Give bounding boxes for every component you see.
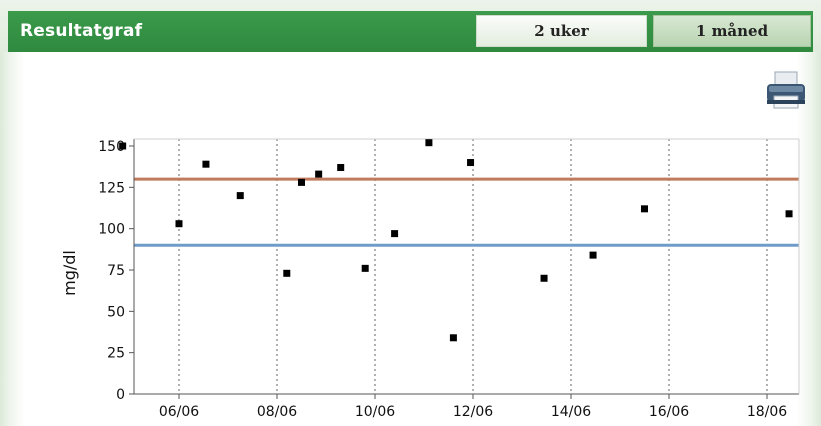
x-tick-label: 10/06 bbox=[355, 404, 395, 420]
x-tick-label: 06/06 bbox=[159, 404, 199, 420]
data-point bbox=[175, 220, 183, 228]
y-tick-label: 75 bbox=[107, 263, 125, 279]
y-tick-label: 0 bbox=[116, 387, 125, 403]
data-point bbox=[641, 205, 648, 213]
x-tick-label: 12/06 bbox=[453, 404, 493, 420]
x-tick-label: 08/06 bbox=[257, 404, 297, 420]
y-tick-label: 150 bbox=[98, 139, 125, 155]
header: Resultatgraf 2 uker 1 måned bbox=[0, 0, 821, 52]
data-point bbox=[540, 274, 548, 282]
data-point bbox=[425, 139, 433, 147]
data-point bbox=[315, 170, 323, 178]
data-point bbox=[361, 264, 369, 272]
x-tick-label: 14/06 bbox=[551, 404, 591, 420]
data-point bbox=[236, 192, 244, 200]
data-point bbox=[298, 178, 305, 186]
range-1-month-button[interactable]: 1 måned bbox=[653, 15, 811, 47]
data-point bbox=[449, 334, 457, 342]
data-point bbox=[589, 251, 597, 259]
printer-icon[interactable] bbox=[763, 68, 809, 114]
y-tick-label: 50 bbox=[107, 304, 125, 320]
header-bar: Resultatgraf 2 uker 1 måned bbox=[8, 11, 813, 52]
data-point bbox=[202, 160, 210, 168]
y-tick-label: 25 bbox=[107, 346, 125, 362]
data-point bbox=[119, 142, 127, 150]
data-point bbox=[785, 210, 793, 218]
data-point bbox=[337, 163, 345, 171]
data-point bbox=[391, 230, 399, 238]
data-point bbox=[467, 159, 475, 167]
data-point bbox=[283, 269, 291, 277]
widget-title: Resultatgraf bbox=[20, 21, 143, 41]
y-tick-label: 100 bbox=[98, 222, 125, 238]
y-axis-label: mg/dl bbox=[60, 250, 79, 296]
x-tick-label: 18/06 bbox=[747, 404, 787, 420]
range-2-weeks-button[interactable]: 2 uker bbox=[476, 15, 647, 47]
y-tick-label: 125 bbox=[98, 180, 125, 196]
x-tick-label: 16/06 bbox=[649, 404, 689, 420]
